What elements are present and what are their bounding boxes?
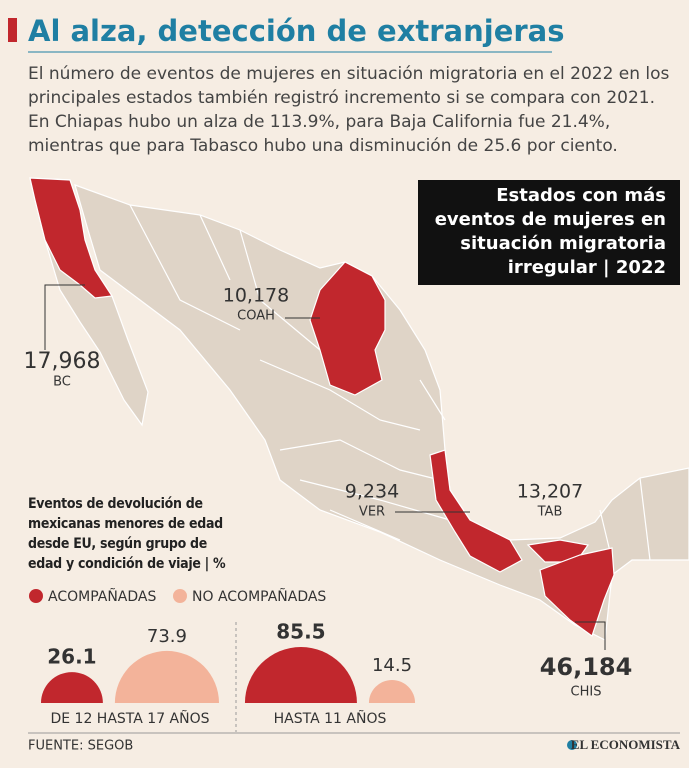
legend-swatch <box>29 589 43 603</box>
state-label: VER <box>359 505 385 520</box>
semicircle <box>114 650 220 703</box>
legend-label: ACOMPAÑADAS <box>48 588 156 605</box>
chart-title: Eventos de devolución de mexicanas menor… <box>28 496 226 572</box>
brand: EL ECONOMISTA <box>571 737 681 752</box>
page-subtitle: El número de eventos de mujeres en situa… <box>28 64 670 156</box>
state-label: CHIS <box>571 685 602 700</box>
state-value: 46,184 <box>540 653 633 681</box>
map-title: Estados con más eventos de mujeres en si… <box>434 185 666 278</box>
legend-swatch <box>173 589 187 603</box>
state-ver <box>429 449 523 573</box>
state-bc <box>29 177 114 299</box>
category-label: HASTA 11 AÑOS <box>274 710 387 727</box>
state-value: 10,178 <box>223 285 289 307</box>
state-value: 17,968 <box>24 349 101 374</box>
map-title-box <box>418 180 680 285</box>
state-label: COAH <box>237 309 275 324</box>
source: FUENTE: SEGOB <box>28 739 133 754</box>
callout-line <box>575 621 606 650</box>
page-title: Al alza, detección de extranjeras <box>28 14 565 48</box>
callout-line <box>44 284 85 350</box>
category-label: DE 12 HASTA 17 AÑOS <box>50 710 209 727</box>
state-label: BC <box>53 375 71 390</box>
state-label: TAB <box>537 505 563 520</box>
value-label: 85.5 <box>276 620 325 644</box>
value-label: 73.9 <box>147 626 187 647</box>
semicircle <box>368 679 416 703</box>
state-coah <box>309 261 386 396</box>
state-value: 9,234 <box>345 481 399 503</box>
semicircle <box>244 647 357 703</box>
legend-label: NO ACOMPAÑADAS <box>192 588 326 605</box>
state-value: 13,207 <box>517 481 583 503</box>
state-tab <box>526 539 590 563</box>
brand-logo <box>567 740 577 750</box>
value-label: 26.1 <box>47 645 96 669</box>
value-label: 14.5 <box>372 655 412 676</box>
callouts <box>44 284 606 650</box>
map <box>29 177 689 641</box>
title-accent <box>8 18 17 42</box>
state-chis <box>539 547 615 637</box>
semicircle <box>40 672 103 703</box>
map-borders <box>129 204 651 561</box>
